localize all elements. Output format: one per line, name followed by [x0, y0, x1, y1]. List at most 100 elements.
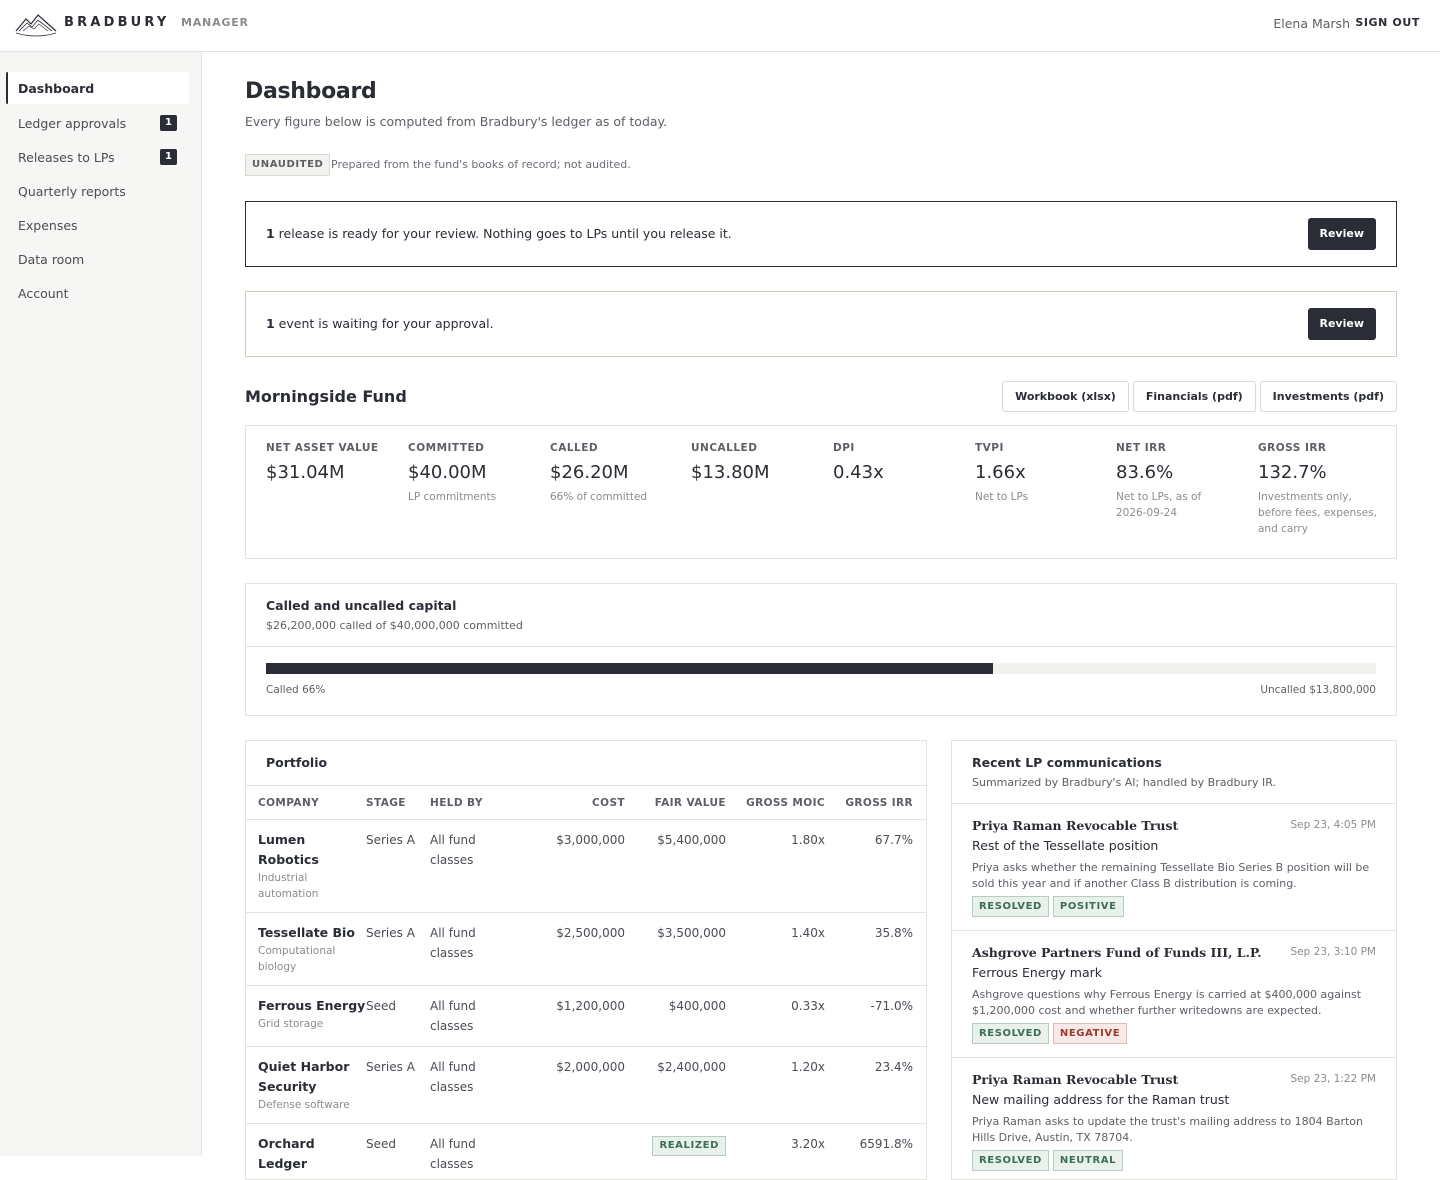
capital-title: Called and uncalled capital [266, 598, 456, 613]
irr-cell: 35.8% [825, 913, 926, 986]
metric-label: UNCALLED [691, 442, 819, 454]
release-count: 1 [266, 226, 275, 241]
communications-title: Recent LP communications [972, 755, 1276, 770]
download-investments-button[interactable]: Investments (pdf) [1260, 381, 1397, 412]
metric-label: DPI [833, 442, 961, 454]
sidebar-item-quarterly-reports[interactable]: Quarterly reports [6, 174, 189, 208]
brand-name[interactable]: BRADBURY [64, 15, 170, 30]
stage-cell: Series A [366, 820, 430, 913]
sign-out-link[interactable]: SIGN OUT [1355, 16, 1420, 29]
metric-label: NET IRR [1116, 442, 1234, 454]
cost-cell: $2,000,000 [520, 1047, 625, 1124]
irr-cell: 6591.8% [825, 1124, 926, 1180]
stage-cell: Series A [366, 913, 430, 986]
metric-value: 1.66x [975, 462, 1103, 483]
brand-subtitle: MANAGER [181, 16, 249, 29]
metric-value: 83.6% [1116, 462, 1234, 483]
top-bar: BRADBURY MANAGER Elena Marsh SIGN OUT [0, 0, 1440, 52]
cost-cell: $3,000,000 [520, 820, 625, 913]
communication-item[interactable]: Priya Raman Revocable Trust Sep 23, 1:22… [952, 1057, 1396, 1180]
status-badge: RESOLVED [972, 1150, 1049, 1171]
column-header[interactable]: GROSS IRR [825, 786, 926, 820]
stage-cell: Series A [366, 1047, 430, 1124]
cost-cell: $1,200,000 [520, 986, 625, 1047]
count-badge: 1 [160, 149, 177, 165]
company-name[interactable]: Tessellate Bio [258, 923, 366, 943]
metric-net-asset-value: NET ASSET VALUE $31.04M [266, 442, 394, 483]
irr-cell: -71.0% [825, 986, 926, 1047]
sidebar-item-expenses[interactable]: Expenses [6, 208, 189, 242]
capital-progress-fill [266, 663, 993, 674]
column-header[interactable]: FAIR VALUE [625, 786, 726, 820]
metric-tvpi: TVPI 1.66x Net to LPs [975, 442, 1103, 505]
capital-progress-track [266, 663, 1376, 674]
table-row[interactable]: Orchard Ledger Seed All fund classes REA… [246, 1124, 926, 1180]
user-name: Elena Marsh [1273, 16, 1350, 31]
release-alert-text: 1 release is ready for your review. Noth… [266, 226, 732, 241]
metric-note: 66% of committed [550, 489, 678, 505]
column-header[interactable]: COMPANY [246, 786, 366, 820]
column-header[interactable]: COST [520, 786, 625, 820]
sentiment-badge: NEUTRAL [1053, 1150, 1123, 1171]
metric-called: CALLED $26.20M 66% of committed [550, 442, 678, 505]
message-subject: New mailing address for the Raman trust [972, 1092, 1229, 1107]
review-event-button[interactable]: Review [1308, 308, 1377, 340]
divider [246, 646, 1396, 647]
sender-name: Priya Raman Revocable Trust [972, 1072, 1178, 1087]
sender-name: Priya Raman Revocable Trust [972, 818, 1178, 833]
message-summary: Priya asks whether the remaining Tessell… [972, 860, 1376, 892]
metric-net-irr: NET IRR 83.6% Net to LPs, as of 2026-09-… [1116, 442, 1234, 521]
sidebar-item-data-room[interactable]: Data room [6, 242, 189, 276]
communication-item[interactable]: Ashgrove Partners Fund of Funds III, L.P… [952, 930, 1396, 1058]
metric-value: $40.00M [408, 462, 536, 483]
column-header[interactable]: GROSS MOIC [726, 786, 825, 820]
cost-cell: $2,500,000 [520, 913, 625, 986]
fair-value-cell: REALIZED [625, 1124, 726, 1180]
download-buttons: Workbook (xlsx) Financials (pdf) Investm… [1002, 381, 1397, 412]
event-alert: 1 event is waiting for your approval. Re… [245, 291, 1397, 357]
sentiment-badge: NEGATIVE [1053, 1023, 1127, 1044]
download-financials-button[interactable]: Financials (pdf) [1133, 381, 1256, 412]
sidebar-item-label: Releases to LPs [18, 150, 115, 165]
message-summary: Priya Raman asks to update the trust's m… [972, 1114, 1376, 1146]
column-header[interactable]: HELD BY [430, 786, 520, 820]
metric-gross-irr: GROSS IRR 132.7% Investments only, befor… [1258, 442, 1380, 537]
communications-header: Recent LP communications Summarized by B… [972, 755, 1276, 789]
moic-cell: 1.80x [726, 820, 825, 913]
mountain-logo-icon[interactable] [14, 9, 58, 39]
company-name[interactable]: Orchard Ledger [258, 1134, 366, 1174]
metric-note: Net to LPs [975, 489, 1103, 505]
sidebar-item-dashboard[interactable]: Dashboard [6, 72, 189, 104]
company-name[interactable]: Lumen Robotics [258, 830, 366, 870]
fair-value-cell: $2,400,000 [625, 1047, 726, 1124]
message-date: Sep 23, 3:10 PM [1291, 946, 1376, 958]
communication-item[interactable]: Priya Raman Revocable Trust Sep 23, 4:05… [952, 803, 1396, 931]
metric-value: 132.7% [1258, 462, 1380, 483]
held-by-cell: All fund classes [430, 1124, 520, 1180]
metric-note: LP commitments [408, 489, 536, 505]
sidebar-item-account[interactable]: Account [6, 276, 189, 310]
page-subtitle: Every figure below is computed from Brad… [245, 114, 667, 129]
moic-cell: 1.40x [726, 913, 825, 986]
status-tags: RESOLVED NEUTRAL [972, 1150, 1123, 1171]
realized-badge: REALIZED [652, 1136, 726, 1156]
fund-name: Morningside Fund [245, 387, 407, 406]
company-sector: Computational biology [258, 943, 366, 975]
fund-metrics: NET ASSET VALUE $31.04M COMMITTED $40.00… [245, 425, 1397, 559]
review-release-button[interactable]: Review [1308, 218, 1377, 250]
company-name[interactable]: Ferrous Energy [258, 996, 366, 1016]
company-sector: Grid storage [258, 1016, 366, 1032]
sidebar-item-releases-to-lps[interactable]: Releases to LPs 1 [6, 140, 189, 174]
irr-cell: 23.4% [825, 1047, 926, 1124]
download-workbook-button[interactable]: Workbook (xlsx) [1002, 381, 1129, 412]
company-name[interactable]: Quiet Harbor Security [258, 1057, 366, 1097]
status-tags: RESOLVED NEGATIVE [972, 1023, 1127, 1044]
column-header[interactable]: STAGE [366, 786, 430, 820]
moic-cell: 1.20x [726, 1047, 825, 1124]
